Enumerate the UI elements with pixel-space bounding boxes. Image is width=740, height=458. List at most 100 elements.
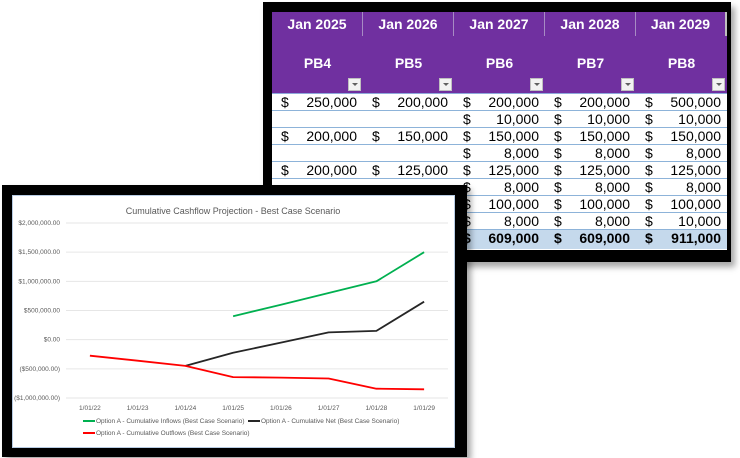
cell-value: 125,000 [579, 162, 630, 178]
currency-symbol: $ [281, 128, 289, 144]
currency-symbol: $ [645, 145, 653, 161]
cell-value: 100,000 [488, 196, 539, 212]
currency-symbol: $ [645, 196, 653, 212]
table-cell[interactable]: $100,000 [636, 196, 727, 212]
table-cell[interactable]: $8,000 [636, 145, 727, 161]
chart-legend: Option A - Cumulative Inflows (Best Case… [83, 418, 399, 437]
currency-symbol: $ [645, 94, 653, 110]
table-cell[interactable]: $125,000 [363, 162, 454, 178]
table-cell[interactable]: $150,000 [636, 128, 727, 144]
currency-symbol: $ [372, 94, 380, 110]
month-header: Jan 2028 [545, 12, 636, 36]
table-cell[interactable] [363, 111, 454, 127]
table-cell[interactable]: $10,000 [636, 213, 727, 229]
filter-dropdown-icon[interactable] [621, 78, 634, 91]
y-tick-label: $2,000,000.00 [18, 220, 60, 227]
table-body: $250,000 $200,000 $200,000 $200,000 $500,000… [272, 94, 727, 249]
table-cell[interactable] [363, 145, 454, 161]
table-cell[interactable]: $200,000 [272, 128, 363, 144]
column-header-pb6: PB6 [454, 36, 545, 93]
table-cell[interactable]: $100,000 [454, 196, 545, 212]
cell-value: 10,000 [587, 111, 630, 127]
column-header-pb7: PB7 [545, 36, 636, 93]
cell-value: 150,000 [488, 128, 539, 144]
cell-value: 200,000 [579, 94, 630, 110]
table-row: $8,000$8,000$8,000 [272, 145, 727, 162]
table-row: $250,000 $200,000 $200,000 $200,000 $500,000 [272, 94, 727, 111]
cell-value: 8,000 [594, 145, 630, 161]
month-header: Jan 2027 [454, 12, 545, 36]
y-tick-label: $500,000.00 [24, 308, 61, 315]
table-cell[interactable] [272, 111, 363, 127]
column-label: PB4 [303, 55, 332, 71]
table-cell[interactable]: $8,000 [545, 179, 636, 195]
cell-value: 8,000 [685, 179, 721, 195]
table-cell[interactable]: $8,000 [636, 179, 727, 195]
cell-value: 125,000 [397, 162, 448, 178]
currency-symbol: $ [463, 94, 471, 110]
table-cell[interactable]: $125,000 [454, 162, 545, 178]
series-line-0 [232, 251, 425, 318]
currency-symbol: $ [554, 111, 562, 127]
cell-value: 100,000 [670, 196, 721, 212]
table-cell[interactable]: $150,000 [363, 128, 454, 144]
table-cell[interactable]: $200,000 [272, 162, 363, 178]
x-tick-label: 1/01/25 [222, 405, 244, 412]
column-label: PB7 [576, 55, 605, 71]
table-cell[interactable]: $8,000 [545, 213, 636, 229]
series-line-1 [185, 300, 425, 367]
table-cell[interactable]: $100,000 [545, 196, 636, 212]
currency-symbol: $ [554, 94, 562, 110]
table-row: $10,000 $10,000 $10,000 [272, 111, 727, 128]
table-cell[interactable]: $10,000 [545, 111, 636, 127]
table-cell[interactable]: $911,000 [636, 230, 727, 246]
cell-value: 8,000 [503, 179, 539, 195]
table-cell[interactable]: $200,000 [454, 94, 545, 110]
table-cell[interactable]: $200,000 [363, 94, 454, 110]
table-cell[interactable]: $250,000 [272, 94, 363, 110]
table-cell[interactable]: $10,000 [454, 111, 545, 127]
table-cell[interactable]: $8,000 [545, 145, 636, 161]
y-tick-label: ($500,000.00) [20, 366, 60, 373]
y-tick-label: ($1,000,000.00) [14, 395, 60, 402]
filter-dropdown-icon[interactable] [712, 78, 725, 91]
cell-value: 500,000 [670, 94, 721, 110]
table-cell[interactable]: $125,000 [636, 162, 727, 178]
cell-value: 125,000 [488, 162, 539, 178]
table-cell[interactable]: $10,000 [636, 111, 727, 127]
currency-symbol: $ [463, 162, 471, 178]
cell-value: 911,000 [671, 230, 721, 246]
legend-label: Option A - Cumulative Outflows (Best Cas… [96, 430, 250, 437]
table-cell[interactable] [272, 145, 363, 161]
cell-value: 8,000 [685, 145, 721, 161]
table-row: $200,000 $125,000 $125,000 $125,000 $125,000 [272, 162, 727, 179]
cell-value: 150,000 [670, 128, 721, 144]
table-cell[interactable]: $8,000 [454, 179, 545, 195]
cell-value: 200,000 [488, 94, 539, 110]
y-tick-label: $0.00 [44, 337, 61, 344]
table-cell[interactable]: $8,000 [454, 213, 545, 229]
month-header: Jan 2026 [363, 12, 454, 36]
filter-dropdown-icon[interactable] [439, 78, 452, 91]
table-cell[interactable]: $609,000 [545, 230, 636, 246]
table-cell[interactable]: $609,000 [454, 230, 545, 246]
y-tick-label: $1,500,000.00 [18, 249, 60, 256]
chart-title: Cumulative Cashflow Projection - Best Ca… [126, 206, 341, 216]
x-tick-label: 1/01/27 [318, 405, 340, 412]
cell-value: 125,000 [670, 162, 721, 178]
spreadsheet-screenshot: Jan 2025 Jan 2026 Jan 2027 Jan 2028 Jan 2029… [263, 2, 731, 262]
cell-value: 10,000 [678, 111, 721, 127]
filter-dropdown-icon[interactable] [348, 78, 361, 91]
table-cell[interactable]: $150,000 [545, 128, 636, 144]
table-cell[interactable]: $150,000 [454, 128, 545, 144]
legend-label: Option A - Cumulative Inflows (Best Case… [96, 418, 244, 425]
table-cell[interactable]: $8,000 [454, 145, 545, 161]
x-tick-label: 1/01/26 [270, 405, 292, 412]
cell-value: 8,000 [594, 179, 630, 195]
month-header: Jan 2025 [272, 12, 363, 36]
table-cell[interactable]: $500,000 [636, 94, 727, 110]
filter-dropdown-icon[interactable] [530, 78, 543, 91]
table-cell[interactable]: $125,000 [545, 162, 636, 178]
table-cell[interactable]: $200,000 [545, 94, 636, 110]
cell-value: 609,000 [579, 230, 630, 246]
